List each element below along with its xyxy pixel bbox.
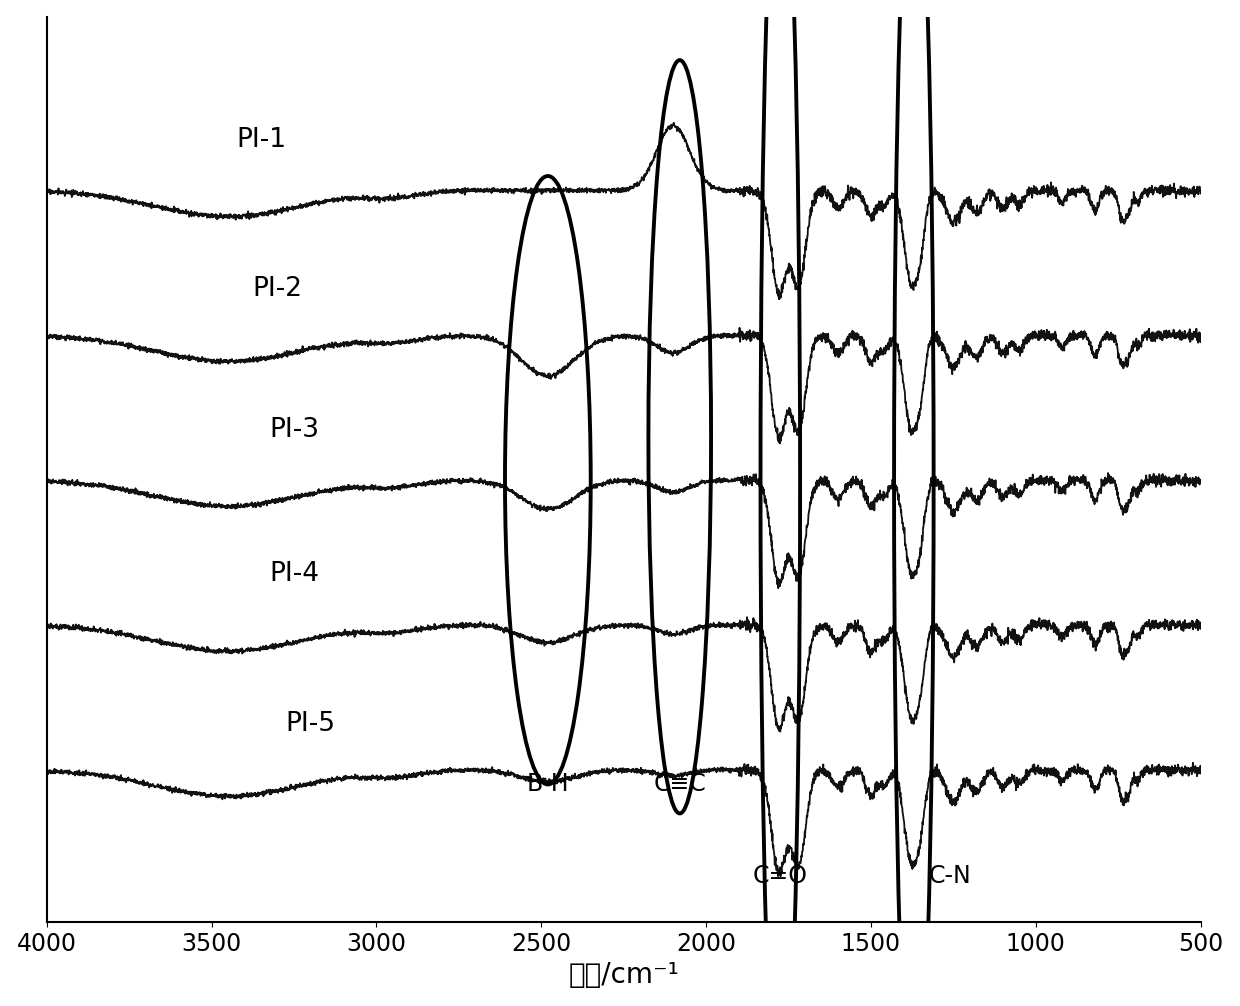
Text: PI-5: PI-5 bbox=[285, 710, 336, 736]
Text: PI-3: PI-3 bbox=[269, 416, 319, 443]
Text: PI-1: PI-1 bbox=[236, 127, 286, 153]
Text: PI-4: PI-4 bbox=[269, 561, 319, 588]
Text: B-H: B-H bbox=[527, 772, 569, 796]
Text: PI-2: PI-2 bbox=[253, 276, 303, 302]
Text: C=O: C=O bbox=[753, 864, 807, 888]
Text: C-N: C-N bbox=[929, 864, 971, 888]
Text: C≡C: C≡C bbox=[653, 772, 706, 796]
X-axis label: 波数/cm⁻¹: 波数/cm⁻¹ bbox=[568, 962, 680, 989]
